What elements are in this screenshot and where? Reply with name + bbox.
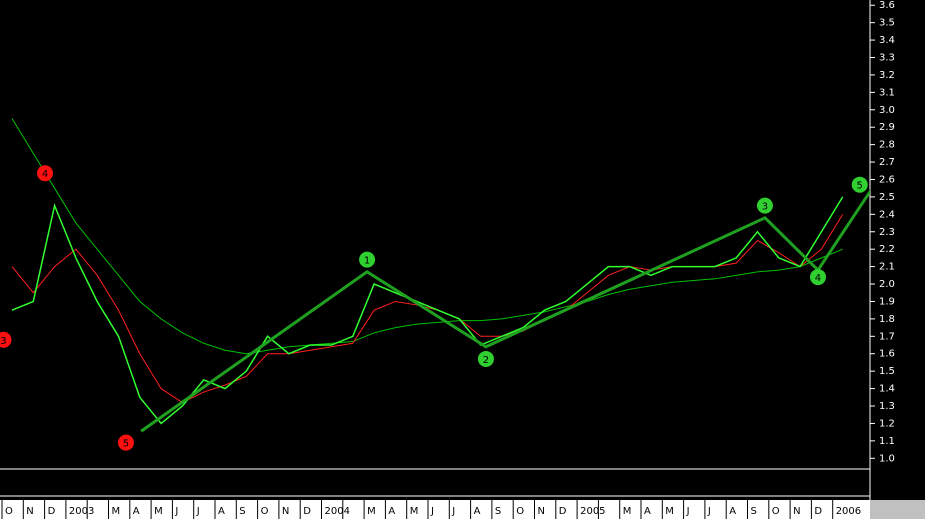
x-tick-label: D bbox=[559, 506, 567, 517]
y-tick-label: 3.5 bbox=[879, 18, 895, 29]
wave-marker bbox=[37, 165, 54, 182]
y-tick-label: 1.8 bbox=[879, 314, 895, 325]
wave-marker bbox=[756, 197, 773, 214]
x-tick-label: N bbox=[538, 506, 545, 517]
x-tick-label: A bbox=[133, 506, 140, 517]
x-tick-label: O bbox=[516, 506, 524, 517]
wave-label: 5 bbox=[857, 181, 863, 192]
x-tick-label: J bbox=[196, 506, 200, 517]
x-tick-label: M bbox=[112, 506, 121, 517]
y-tick-label: 2.6 bbox=[879, 174, 895, 185]
wave-label: 1 bbox=[364, 256, 370, 267]
x-tick-label: A bbox=[644, 506, 651, 517]
y-tick-label: 1.0 bbox=[879, 453, 895, 464]
wave-label: 4 bbox=[815, 273, 821, 284]
x-tick-label: A bbox=[388, 506, 395, 517]
x-tick-label: J bbox=[686, 506, 690, 517]
y-tick-label: 1.4 bbox=[879, 384, 895, 395]
wave-marker bbox=[359, 251, 376, 268]
x-tick-label: J bbox=[430, 506, 434, 517]
wave-label: 3 bbox=[0, 336, 6, 347]
y-tick-label: 1.6 bbox=[879, 349, 895, 360]
price-line bbox=[11, 118, 843, 355]
wave-marker bbox=[809, 269, 826, 286]
x-tick-label: M bbox=[665, 506, 674, 517]
scrollbar[interactable] bbox=[870, 500, 925, 519]
x-tick-label: O bbox=[772, 506, 780, 517]
wave-label: 3 bbox=[762, 202, 768, 213]
y-tick-label: 2.8 bbox=[879, 140, 895, 151]
y-tick-label: 2.7 bbox=[879, 157, 895, 168]
y-tick-label: 1.3 bbox=[879, 401, 895, 412]
wave-marker bbox=[0, 331, 12, 348]
price-line bbox=[11, 196, 844, 425]
wave-marker bbox=[477, 350, 494, 367]
x-tick-label: N bbox=[282, 506, 289, 517]
y-tick-label: 2.5 bbox=[879, 192, 895, 203]
x-tick-label: 2003 bbox=[69, 506, 94, 517]
y-tick-label: 3.2 bbox=[879, 70, 895, 81]
wave-label: 2 bbox=[483, 355, 489, 366]
x-tick-label: J bbox=[174, 506, 178, 517]
x-tick-label: D bbox=[303, 506, 311, 517]
y-tick-label: 3.0 bbox=[879, 105, 895, 116]
y-tick-label: 1.1 bbox=[879, 436, 895, 447]
y-tick-label: 3.6 bbox=[879, 0, 895, 11]
x-tick-label: O bbox=[5, 506, 13, 517]
y-tick-label: 2.4 bbox=[879, 209, 895, 220]
y-tick-label: 3.4 bbox=[879, 35, 895, 46]
wave-label: 4 bbox=[42, 169, 48, 180]
y-tick-label: 1.9 bbox=[879, 296, 895, 307]
x-tick-label: A bbox=[729, 506, 736, 517]
x-tick-label: J bbox=[707, 506, 711, 517]
x-tick-label: D bbox=[814, 506, 822, 517]
x-tick-label: O bbox=[261, 506, 269, 517]
x-tick-label: 2006 bbox=[836, 506, 861, 517]
wave-marker bbox=[851, 176, 868, 193]
y-tick-label: 2.2 bbox=[879, 244, 895, 255]
x-tick-label: N bbox=[26, 506, 33, 517]
wave-label: 5 bbox=[123, 439, 129, 450]
x-tick-label: A bbox=[218, 506, 225, 517]
x-tick-label: D bbox=[48, 506, 56, 517]
wave-line bbox=[140, 189, 870, 433]
plot-area: 4 3 5 1 2 3 4 5 bbox=[0, 118, 870, 451]
y-tick-label: 3.1 bbox=[879, 87, 895, 98]
wave-marker bbox=[117, 434, 134, 451]
y-tick-label: 1.2 bbox=[879, 418, 895, 429]
y-tick-label: 2.0 bbox=[879, 279, 895, 290]
x-tick-label: J bbox=[451, 506, 455, 517]
time-axis bbox=[0, 500, 870, 519]
x-tick-label: 2004 bbox=[325, 506, 350, 517]
y-tick-label: 1.5 bbox=[879, 366, 895, 377]
x-tick-label: S bbox=[495, 506, 501, 517]
x-tick-label: A bbox=[474, 506, 481, 517]
y-tick-label: 1.7 bbox=[879, 331, 895, 342]
y-tick-label: 2.1 bbox=[879, 262, 895, 273]
x-tick-label: 2005 bbox=[580, 506, 605, 517]
x-tick-label: M bbox=[367, 506, 376, 517]
x-tick-label: M bbox=[623, 506, 632, 517]
y-tick-label: 3.3 bbox=[879, 53, 895, 64]
x-tick-label: M bbox=[154, 506, 163, 517]
y-tick-label: 2.3 bbox=[879, 227, 895, 238]
x-tick-label: S bbox=[239, 506, 245, 517]
x-tick-label: M bbox=[410, 506, 419, 517]
y-tick-label: 2.9 bbox=[879, 122, 895, 133]
x-tick-label: N bbox=[793, 506, 800, 517]
x-tick-label: S bbox=[751, 506, 757, 517]
